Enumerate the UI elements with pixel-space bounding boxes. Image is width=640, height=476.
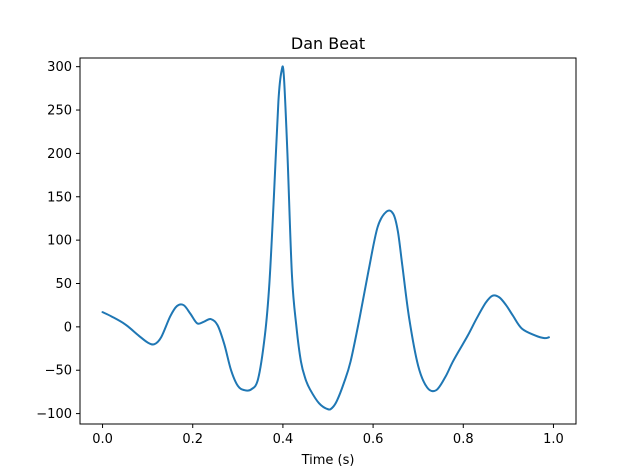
y-tick-label: 150 [47,190,72,205]
y-tick-label: 100 [47,234,72,249]
x-tick-label: 0.0 [92,432,113,447]
y-tick-label: 250 [47,104,72,119]
plot-area [101,65,550,411]
chart-title: Dan Beat [291,34,365,53]
x-tick-label: 0.6 [363,432,384,447]
axes-frame [79,57,577,425]
y-tick-label: −100 [36,407,72,422]
x-axis: 0.0 0.2 0.4 0.6 0.8 1.0 [92,424,564,447]
series-line-0 [101,65,550,411]
x-tick-label: 1.0 [543,432,564,447]
y-tick-label: 50 [55,277,72,292]
y-axis: −100 −50 0 50 100 150 200 250 300 [36,60,80,422]
x-tick-label: 0.4 [273,432,294,447]
y-tick-label: 200 [47,147,72,162]
y-tick-label: 0 [64,320,72,335]
x-tick-label: 0.2 [182,432,203,447]
x-axis-title: Time (s) [301,453,355,468]
x-tick-label: 0.8 [453,432,474,447]
y-tick-label: −50 [45,364,72,379]
y-tick-label: 300 [47,60,72,75]
